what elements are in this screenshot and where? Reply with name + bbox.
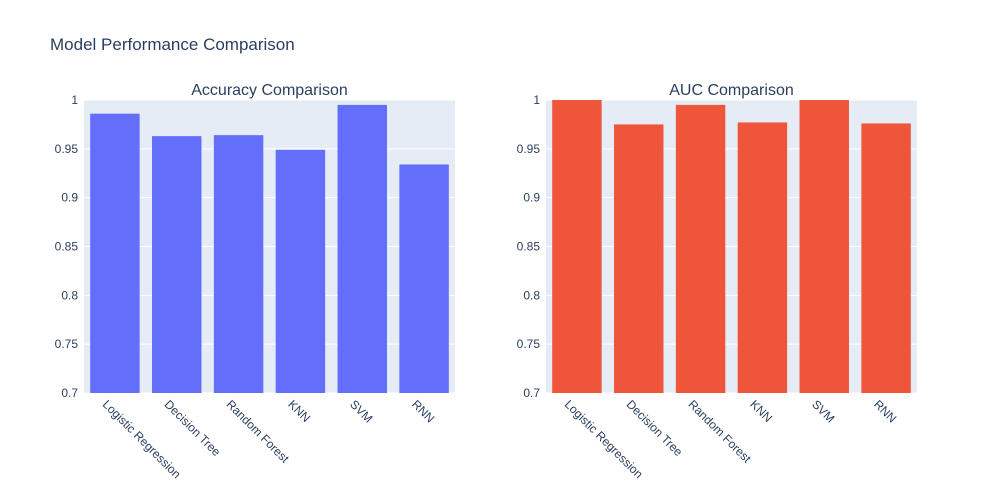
- accuracy-y-tick-label: 0.95: [55, 142, 79, 156]
- accuracy-x-tick-label: Decision Tree: [162, 397, 224, 459]
- auc-bars: [552, 100, 911, 394]
- accuracy-chart: 0.7 0.75 0.8 0.85 0.9 0.95 1 Logistic Regressi…: [55, 82, 455, 481]
- auc-y-tick-label: 0.9: [523, 191, 540, 205]
- auc-gridlines: [546, 99, 917, 394]
- accuracy-y-tick-label: 0.75: [55, 337, 79, 351]
- accuracy-x-tick-label: SVM: [347, 397, 375, 425]
- auc-y-tick-label: 0.85: [517, 240, 541, 254]
- accuracy-y-tick-label: 0.8: [61, 288, 78, 302]
- auc-y-axis: 0.7 0.75 0.8 0.85 0.9 0.95 1: [517, 93, 541, 400]
- accuracy-x-tick-label: KNN: [285, 397, 313, 425]
- auc-bar: [861, 123, 911, 393]
- accuracy-gridlines: [84, 99, 455, 394]
- accuracy-x-tick-label: Random Forest: [223, 397, 292, 466]
- auc-y-tick-label: 0.7: [523, 386, 540, 400]
- auc-bar: [552, 100, 602, 393]
- accuracy-bar: [337, 104, 387, 393]
- accuracy-bar: [90, 113, 140, 393]
- auc-y-tick-label: 0.95: [517, 142, 541, 156]
- accuracy-bars: [90, 104, 449, 394]
- accuracy-y-tick-label: 0.85: [55, 240, 79, 254]
- accuracy-y-tick-label: 0.9: [61, 191, 78, 205]
- accuracy-bar: [275, 149, 326, 393]
- accuracy-bar: [213, 135, 264, 393]
- auc-y-tick-label: 0.75: [517, 337, 541, 351]
- auc-chart: 0.7 0.75 0.8 0.85 0.9 0.95 1 Logistic Regressi…: [517, 82, 917, 481]
- accuracy-x-tick-label: RNN: [409, 397, 437, 425]
- accuracy-y-tick-label: 0.7: [61, 386, 78, 400]
- accuracy-bar: [399, 164, 449, 393]
- auc-bar: [737, 122, 788, 394]
- auc-y-tick-label: 0.8: [523, 288, 540, 302]
- accuracy-y-axis: 0.7 0.75 0.8 0.85 0.9 0.95 1: [55, 93, 79, 400]
- auc-x-tick-label: Decision Tree: [624, 397, 686, 459]
- auc-x-tick-label: Random Forest: [685, 397, 754, 466]
- accuracy-y-tick-label: 1: [71, 93, 78, 107]
- accuracy-chart-title: Accuracy Comparison: [191, 82, 348, 99]
- auc-x-tick-label: SVM: [809, 397, 837, 425]
- auc-bar: [614, 124, 664, 394]
- auc-chart-title: AUC Comparison: [669, 82, 793, 99]
- accuracy-bar: [152, 136, 202, 394]
- auc-x-tick-label: RNN: [871, 397, 899, 425]
- figure-title: Model Performance Comparison: [50, 35, 295, 54]
- auc-bar: [799, 100, 849, 393]
- auc-bar: [675, 104, 726, 393]
- auc-y-tick-label: 1: [533, 93, 540, 107]
- auc-x-tick-label: KNN: [747, 397, 775, 425]
